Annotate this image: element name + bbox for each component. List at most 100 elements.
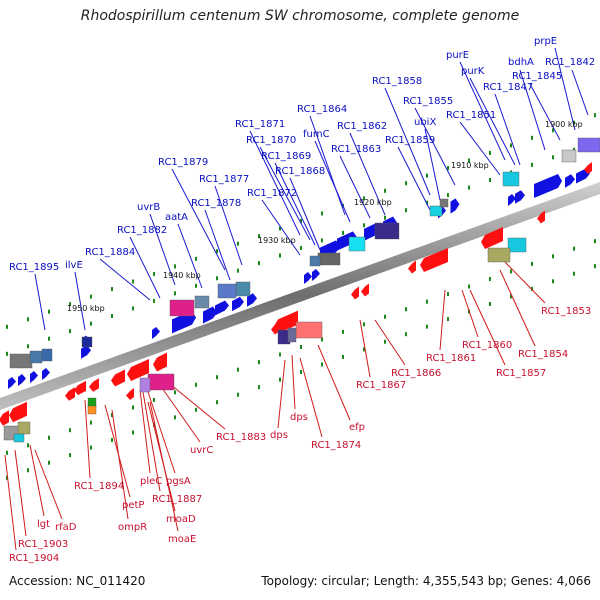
tick-mark [405, 307, 407, 312]
tick-mark [531, 135, 533, 140]
tick-mark [510, 143, 512, 148]
reverse-gene-arrow [481, 227, 503, 249]
tick-mark [573, 246, 575, 251]
tick-mark [216, 375, 218, 380]
leader-line [104, 404, 131, 498]
tick-mark [153, 397, 155, 402]
leader-line [129, 236, 161, 299]
gene-feature-box [29, 350, 43, 364]
tick-mark [6, 475, 8, 480]
leader-line [494, 93, 521, 166]
reverse-gene-arrow [127, 359, 149, 381]
tick-mark [27, 443, 29, 448]
gene-label: RC1_1857 [496, 368, 546, 379]
tick-mark [216, 249, 218, 254]
tick-mark [489, 301, 491, 306]
tick-mark [132, 279, 134, 284]
gene-feature-box [169, 299, 195, 317]
leader-line [99, 258, 151, 301]
gene-label: RC1_1859 [385, 135, 435, 146]
leader-line [14, 449, 27, 537]
leader-line [519, 69, 546, 151]
gene-label: RC1_1887 [152, 494, 202, 505]
gene-label: RC1_1847 [483, 82, 533, 93]
leader-line [149, 213, 176, 286]
reverse-gene-arrow [153, 352, 167, 372]
forward-gene-arrow [534, 173, 562, 199]
gene-label: petP [122, 500, 144, 511]
gene-feature-box [348, 236, 366, 252]
tick-mark [447, 166, 449, 171]
tick-mark [531, 162, 533, 167]
leader-line [384, 87, 431, 196]
tick-mark [6, 324, 8, 329]
gene-label: RC1_1874 [311, 440, 361, 451]
forward-gene-arrow [8, 377, 16, 389]
tick-mark [510, 294, 512, 299]
tick-mark [69, 329, 71, 334]
tick-mark [48, 460, 50, 465]
gene-feature-box [41, 348, 53, 362]
tick-mark [237, 392, 239, 397]
gene-label: pgsA [166, 476, 191, 487]
gene-feature-box [295, 321, 323, 339]
gene-label: RC1_1855 [403, 96, 453, 107]
tick-mark [384, 339, 386, 344]
gene-label: RC1_1862 [337, 121, 387, 132]
forward-gene-arrow [203, 306, 217, 324]
tick-mark [27, 344, 29, 349]
forward-gene-arrow [247, 293, 257, 307]
leader-line [339, 155, 371, 219]
tick-mark [573, 120, 575, 125]
tick-mark [153, 271, 155, 276]
leader-line [204, 209, 231, 281]
gene-label: bdhA [508, 57, 534, 68]
gene-feature-box [17, 421, 31, 435]
map-title: Rhodospirillum centenum SW chromosome, c… [80, 8, 520, 24]
gene-feature-box [81, 336, 93, 348]
tick-mark [153, 298, 155, 303]
leader-line [414, 107, 456, 186]
gene-feature-box [287, 327, 297, 343]
tick-mark [132, 430, 134, 435]
tick-mark [90, 445, 92, 450]
tick-rows [6, 113, 596, 480]
tick-mark [27, 468, 29, 473]
tick-mark [489, 150, 491, 155]
gene-feature-box [147, 373, 175, 391]
tick-mark [90, 420, 92, 425]
tick-mark [300, 219, 302, 223]
tick-mark [111, 287, 113, 292]
gene-label: fumC [303, 129, 330, 140]
tick-mark [132, 405, 134, 410]
genome-axis [0, 182, 600, 410]
gene-label: dps [290, 412, 308, 423]
forward-gene-arrow [337, 231, 357, 251]
tick-mark [447, 292, 449, 297]
gene-label: RC1_1877 [199, 174, 249, 185]
gene-feature-box [429, 205, 443, 217]
tick-mark [237, 241, 239, 246]
leader-lines [4, 47, 589, 551]
scale-tick-label: 1930 kbp [258, 236, 296, 245]
leader-line [397, 146, 431, 211]
tick-mark [405, 332, 407, 337]
tick-mark [552, 155, 554, 160]
reverse-gene-arrow [126, 388, 134, 400]
gene-label: moaD [166, 514, 196, 525]
tick-mark [342, 230, 344, 235]
forward-gene-arrow [172, 310, 196, 334]
scale-tick-label: 1920 kbp [354, 198, 392, 207]
gene-label: prpE [534, 36, 557, 47]
tick-mark [90, 294, 92, 299]
forward-gene-arrow [215, 300, 229, 316]
gene-label: RC1_1861 [426, 353, 476, 364]
accession-label: Accession: NC_011420 [9, 574, 146, 588]
forward-gene-arrow [515, 190, 525, 204]
tick-mark [237, 367, 239, 372]
gene-label: ubiX [414, 117, 436, 128]
gene-label: purK [461, 66, 485, 77]
gene-label: RC1_1866 [391, 368, 441, 379]
gene-label: RC1_1904 [9, 553, 59, 564]
